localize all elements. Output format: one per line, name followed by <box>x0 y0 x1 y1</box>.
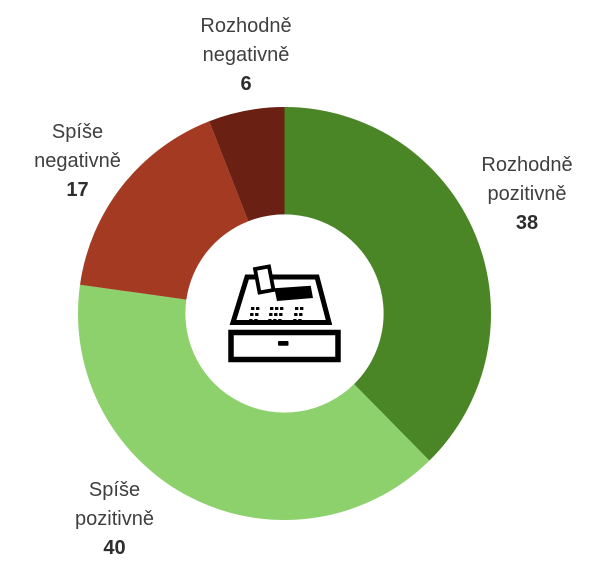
pie-slice-spise-negativne[interactable] <box>80 121 249 300</box>
pie-slice-rozhodne-negativne[interactable] <box>209 107 285 222</box>
slice-label-line: negativně <box>202 44 290 66</box>
slice-label-line: pozitivně <box>487 183 567 205</box>
slice-label-line: Rozhodně <box>481 154 573 176</box>
slice-label-spise-negativne: Spíše negativně 17 <box>0 118 155 205</box>
slice-label-line: pozitivně <box>75 508 154 530</box>
slice-label-rozhodne-pozitivne: Rozhodně pozitivně 38 <box>447 151 600 238</box>
slice-label-rozhodne-negativne: Rozhodně negativně 6 <box>166 12 326 99</box>
slice-label-line: Spíše <box>51 121 104 143</box>
slice-value: 6 <box>240 73 252 95</box>
slice-value: 17 <box>66 179 89 201</box>
slice-label-line: Spíše <box>88 479 141 501</box>
pie-slice-rozhodne-pozitivne[interactable] <box>284 107 492 461</box>
slice-label-line: Rozhodně <box>200 15 292 37</box>
slice-label-spise-pozitivne: Spíše pozitivně 40 <box>32 476 197 563</box>
cash-register-icon <box>228 264 341 363</box>
slice-label-line: negativně <box>34 150 121 172</box>
slice-value: 40 <box>103 537 126 559</box>
pie-slice-spise-pozitivne[interactable] <box>77 284 430 521</box>
slice-value: 38 <box>515 212 539 234</box>
